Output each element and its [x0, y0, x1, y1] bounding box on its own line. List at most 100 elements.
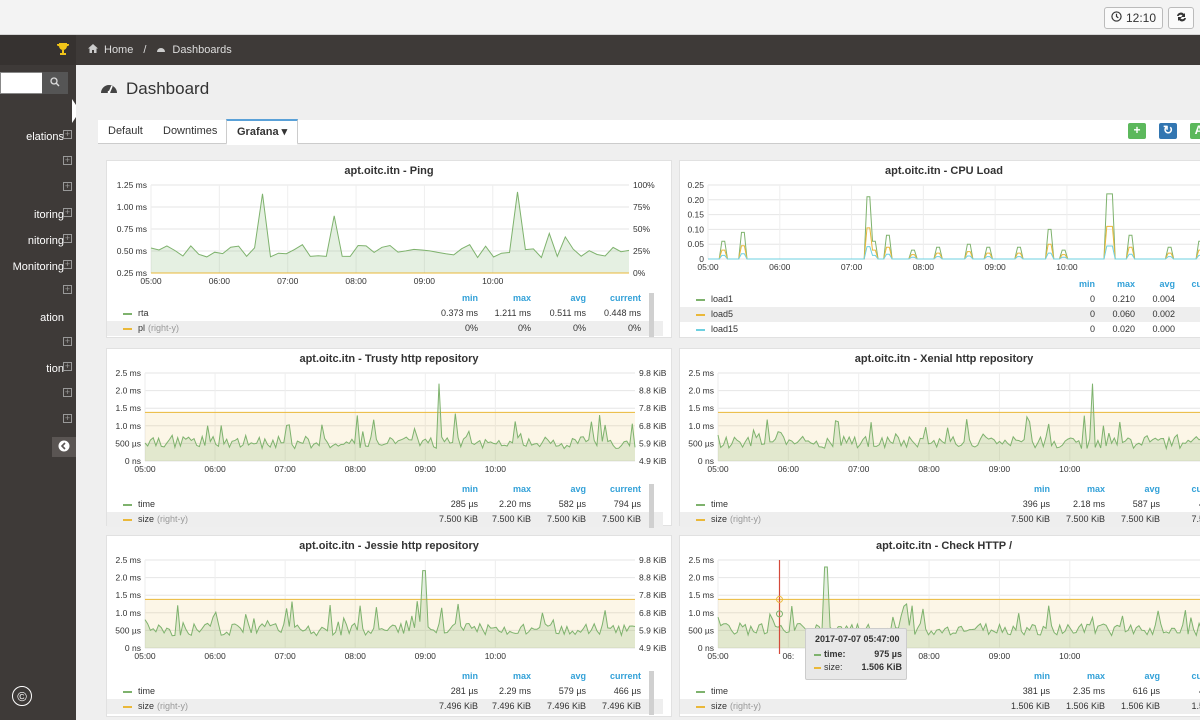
- legend-series-name[interactable]: size (right-y): [711, 514, 761, 524]
- trophy-icon[interactable]: [56, 42, 70, 59]
- legend-series-name[interactable]: time: [138, 499, 155, 509]
- graph-panel[interactable]: apt.oitc.itn - CPU Load 0.25 0.20 0.15 0.10 0…: [679, 160, 1200, 338]
- legend-row[interactable]: size (right-y) 1.506 KiB 1.506 KiB 1.506 KiB…: [680, 699, 1200, 714]
- graph-canvas[interactable]: 2.5 ms 2.0 ms 1.5 ms 1.0 ms 500 µs 0 ns 9.8 Ki…: [107, 536, 673, 664]
- add-button[interactable]: +: [1128, 123, 1146, 139]
- tab-downtimes[interactable]: Downtimes: [163, 125, 218, 137]
- sidebar-item[interactable]: +: [0, 182, 76, 198]
- legend-header[interactable]: max: [1116, 279, 1135, 289]
- legend-series-name[interactable]: load15: [711, 324, 738, 334]
- legend-row[interactable]: time 396 µs 2.18 ms 587 µs452: [680, 497, 1200, 512]
- panel-title[interactable]: apt.oitc.itn - Check HTTP /: [875, 540, 1013, 552]
- legend-row[interactable]: time 281 µs 2.29 ms 579 µs 466 µs: [107, 684, 663, 699]
- legend-scrollbar[interactable]: [649, 293, 654, 337]
- graph-panel[interactable]: apt.oitc.itn - Xenial http repository 2.5…: [679, 348, 1200, 527]
- clock-button[interactable]: 12:10: [1103, 7, 1163, 29]
- sidebar-item[interactable]: +: [0, 388, 76, 404]
- legend-header[interactable]: avg: [1144, 671, 1160, 681]
- refresh-button[interactable]: [1168, 7, 1194, 29]
- legend-series-name[interactable]: time: [711, 499, 728, 509]
- legend-series-name[interactable]: time: [711, 686, 728, 696]
- legend-header[interactable]: max: [1086, 671, 1105, 681]
- panel-title[interactable]: apt.oitc.itn - CPU Load: [885, 165, 1003, 177]
- legend-row[interactable]: size (right-y) 7.500 KiB 7.500 KiB 7.500 KiB…: [680, 512, 1200, 527]
- sidebar-item[interactable]: +: [0, 337, 76, 353]
- legend-series-name[interactable]: load1: [711, 294, 733, 304]
- legend-header[interactable]: max: [512, 484, 531, 494]
- legend-header[interactable]: avg: [570, 293, 586, 303]
- legend-color-swatch[interactable]: [123, 313, 132, 315]
- legend-header[interactable]: max: [512, 671, 531, 681]
- sidebar-item[interactable]: Monitoring +: [0, 260, 76, 276]
- legend-scrollbar[interactable]: [649, 484, 654, 528]
- graph-panel[interactable]: apt.oitc.itn - Trusty http repository 2.5…: [106, 348, 672, 528]
- graph-canvas[interactable]: 1.25 ms 1.00 ms 0.75 ms 0.50 ms 0.25 ms 100% 7…: [107, 161, 673, 289]
- graph-panel[interactable]: apt.oitc.itn - Jessie http repository 2.5…: [106, 535, 672, 717]
- legend-row[interactable]: pl (right-y) 0% 0% 0% 0%: [107, 321, 663, 336]
- legend-header[interactable]: current: [609, 293, 641, 303]
- panel-title[interactable]: apt.oitc.itn - Xenial http repository: [854, 353, 1034, 365]
- legend-series-name[interactable]: rta: [138, 308, 149, 318]
- legend-series-name[interactable]: size (right-y): [711, 701, 761, 711]
- sidebar-item[interactable]: +: [0, 156, 76, 172]
- legend-color-swatch[interactable]: [696, 329, 705, 331]
- legend-row[interactable]: rta 0.373 ms 1.211 ms 0.511 ms 0.448 ms: [107, 306, 663, 321]
- legend-header[interactable]: min: [461, 484, 478, 494]
- breadcrumb-home[interactable]: Home: [104, 44, 134, 56]
- legend-color-swatch[interactable]: [123, 519, 132, 521]
- legend-header[interactable]: max: [512, 293, 531, 303]
- legend-header[interactable]: min: [461, 293, 478, 303]
- legend-row[interactable]: time 285 µs 2.20 ms 582 µs 794 µs: [107, 497, 663, 512]
- graph-panel[interactable]: apt.oitc.itn - Ping 1.25 ms 1.00 ms 0.75 ms…: [106, 160, 672, 338]
- legend-scrollbar[interactable]: [649, 671, 654, 715]
- legend-row[interactable]: size (right-y) 7.500 KiB 7.500 KiB 7.500 KiB…: [107, 512, 663, 527]
- legend-row[interactable]: load1 0 0.210 0.004: [680, 292, 1200, 307]
- panel-title[interactable]: apt.oitc.itn - Trusty http repository: [299, 353, 479, 365]
- sidebar-collapse-button[interactable]: [52, 437, 76, 457]
- legend-color-swatch[interactable]: [123, 691, 132, 693]
- sidebar-item[interactable]: nitoring +: [0, 234, 76, 250]
- sidebar-item[interactable]: +: [0, 285, 76, 301]
- legend-header[interactable]: curre: [1191, 671, 1200, 681]
- legend-header[interactable]: curre: [1191, 484, 1200, 494]
- legend-header[interactable]: max: [1086, 484, 1105, 494]
- legend-row[interactable]: time 381 µs 2.35 ms 616 µs476: [680, 684, 1200, 699]
- legend-header[interactable]: avg: [1159, 279, 1175, 289]
- panel-title[interactable]: apt.oitc.itn - Jessie http repository: [299, 540, 479, 552]
- legend-header[interactable]: avg: [570, 484, 586, 494]
- breadcrumb-dashboards[interactable]: Dashboards: [172, 44, 232, 56]
- legend-color-swatch[interactable]: [696, 299, 705, 301]
- legend-row[interactable]: load5 0 0.060 0.002: [680, 307, 1200, 322]
- legend-header[interactable]: avg: [1144, 484, 1160, 494]
- legend-color-swatch[interactable]: [696, 504, 705, 506]
- legend-row[interactable]: load15 0 0.020 0.000: [680, 322, 1200, 337]
- legend-header[interactable]: current: [609, 671, 641, 681]
- sidebar-search-button[interactable]: [42, 72, 68, 94]
- legend-header[interactable]: min: [1033, 671, 1050, 681]
- legend-series-name[interactable]: time: [138, 686, 155, 696]
- sidebar-item[interactable]: +: [0, 414, 76, 430]
- legend-series-name[interactable]: size (right-y): [138, 701, 188, 711]
- tab-default[interactable]: Default: [108, 125, 143, 137]
- graph-canvas[interactable]: 0.25 0.20 0.15 0.10 0.05 005:00 06:00 07:00 08:0…: [680, 161, 1200, 275]
- legend-color-swatch[interactable]: [696, 691, 705, 693]
- legend-series-name[interactable]: size (right-y): [138, 514, 188, 524]
- extra-button[interactable]: A: [1190, 123, 1200, 139]
- sidebar-item[interactable]: tion +: [0, 362, 76, 378]
- panel-title[interactable]: apt.oitc.itn - Ping: [344, 165, 434, 177]
- legend-color-swatch[interactable]: [123, 504, 132, 506]
- legend-header[interactable]: curre: [1191, 279, 1200, 289]
- legend-color-swatch[interactable]: [123, 328, 132, 330]
- legend-color-swatch[interactable]: [123, 706, 132, 708]
- legend-color-swatch[interactable]: [696, 519, 705, 521]
- tab-grafana[interactable]: Grafana ▾: [226, 119, 299, 145]
- sidebar-item[interactable]: ation: [0, 311, 76, 327]
- legend-header[interactable]: min: [1033, 484, 1050, 494]
- legend-header[interactable]: min: [461, 671, 478, 681]
- legend-series-name[interactable]: pl (right-y): [138, 323, 179, 333]
- sidebar-item[interactable]: itoring +: [0, 208, 76, 224]
- legend-color-swatch[interactable]: [696, 706, 705, 708]
- sync-button[interactable]: ↻: [1159, 123, 1177, 139]
